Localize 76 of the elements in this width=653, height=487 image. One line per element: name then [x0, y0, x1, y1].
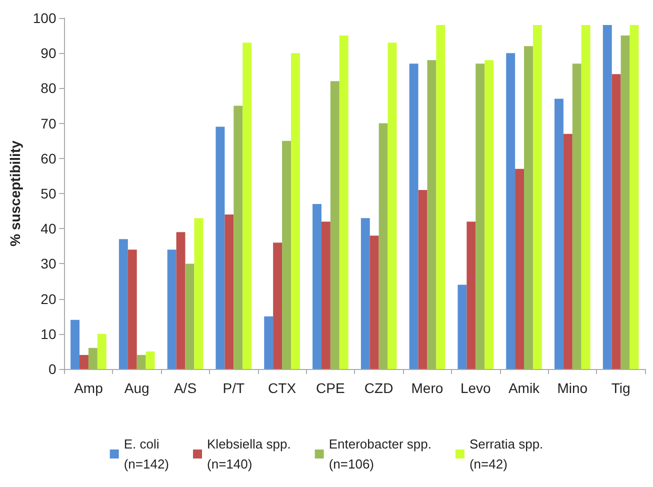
x-tick-label: CZD	[364, 380, 394, 396]
x-tick-label: Aug	[124, 380, 150, 396]
y-tick-label: 90	[40, 45, 56, 62]
x-tick-label: Levo	[460, 380, 492, 396]
bar	[88, 348, 98, 369]
bar	[321, 222, 330, 369]
legend-label: Serratia spp. (n=42)	[469, 436, 544, 472]
bar	[330, 81, 340, 369]
y-tick-label: 100	[32, 10, 56, 26]
bar	[620, 36, 630, 369]
y-axis-title: % susceptibility	[7, 140, 23, 246]
bar	[581, 25, 590, 369]
x-tick-label: Mero	[411, 380, 444, 396]
bar	[264, 316, 274, 369]
bar	[185, 264, 194, 369]
bar	[282, 140, 291, 369]
bar	[466, 222, 476, 369]
bar	[146, 351, 155, 369]
bar	[612, 74, 621, 369]
bar	[118, 239, 128, 369]
y-tick-label: 70	[40, 115, 56, 132]
x-tick-label: CPE	[316, 380, 345, 396]
bar	[167, 250, 176, 369]
bar	[388, 42, 397, 369]
bar	[515, 168, 524, 369]
bar	[136, 354, 146, 369]
bar	[194, 218, 204, 369]
x-tick-label: Amp	[74, 380, 104, 396]
bar	[532, 25, 542, 369]
bar	[273, 242, 282, 369]
bar	[176, 232, 186, 369]
x-tick-label: A/S	[174, 380, 197, 396]
x-tick-label: Tig	[611, 380, 630, 396]
bar	[128, 250, 137, 369]
y-tick-label: 10	[40, 326, 56, 342]
bar	[418, 190, 428, 369]
bar	[630, 25, 639, 369]
y-tick-label: 80	[40, 80, 56, 96]
y-tick-label: 40	[40, 220, 56, 237]
bar	[409, 64, 418, 369]
bar	[476, 64, 485, 369]
y-tick-label: 20	[40, 290, 56, 307]
bar	[484, 60, 494, 369]
bar	[97, 334, 106, 369]
x-tick-label: CTX	[268, 380, 297, 396]
y-tick-label: 60	[40, 150, 56, 166]
bar	[378, 123, 388, 369]
y-tick-label: 0	[48, 361, 56, 377]
legend-label: Enterobacter spp. (n=106)	[328, 436, 432, 472]
legend-label: Klebsiella spp. (n=140)	[207, 436, 291, 472]
bar	[436, 25, 446, 369]
bar	[224, 214, 234, 369]
bar	[572, 64, 582, 369]
legend-label: E. coli (n=142)	[124, 436, 170, 472]
bar	[370, 236, 379, 369]
bar	[216, 126, 225, 369]
bar	[602, 25, 612, 369]
x-tick-label: Mino	[557, 380, 588, 396]
bar	[312, 204, 322, 369]
bar	[70, 320, 80, 369]
bar	[427, 60, 436, 369]
bar	[242, 42, 252, 369]
bar	[80, 354, 88, 369]
bar	[234, 106, 243, 369]
x-tick-label: Amik	[508, 380, 541, 396]
bar	[554, 98, 564, 369]
bar	[524, 46, 533, 369]
bar	[290, 53, 300, 369]
bar	[339, 36, 348, 369]
bar	[360, 218, 370, 369]
bar	[506, 53, 516, 369]
y-tick-label: 50	[40, 186, 56, 202]
x-tick-label: P/T	[222, 380, 245, 396]
bar	[458, 284, 467, 369]
bar	[563, 134, 572, 369]
y-tick-label: 30	[40, 256, 56, 272]
